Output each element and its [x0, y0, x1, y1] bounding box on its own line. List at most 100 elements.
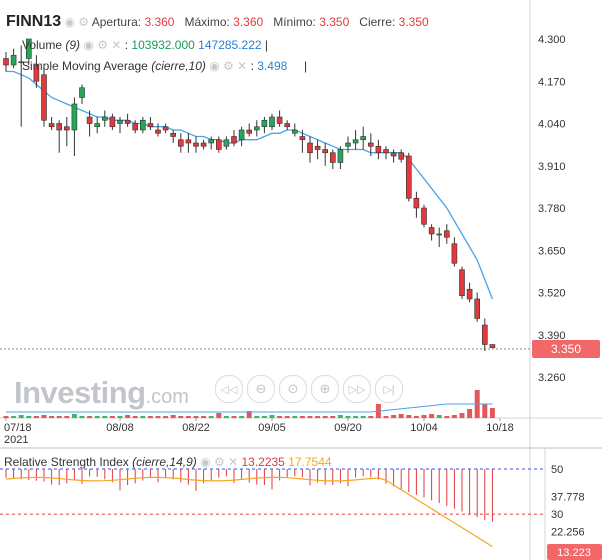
volume-bar: [261, 416, 267, 418]
volume-bar: [56, 416, 62, 418]
symbol-label: FINN13: [6, 13, 62, 30]
open-label: Apertura:: [91, 15, 142, 29]
candle: [86, 110, 93, 137]
volume-bar: [345, 416, 351, 418]
settings-icon[interactable]: ⚙: [223, 59, 234, 73]
candle-body: [147, 123, 154, 128]
visibility-icon[interactable]: ◉: [83, 38, 94, 52]
scroll-end-button[interactable]: ▷|: [375, 375, 403, 403]
candle: [466, 282, 473, 303]
rsi-last-label: 13.223: [557, 547, 591, 559]
price-tick-label: 3.520: [538, 288, 566, 300]
volume-bar: [391, 415, 397, 418]
rsi-legend[interactable]: Relative Strength Index (cierre,14,9) ◉ …: [4, 455, 332, 469]
candle: [413, 191, 420, 218]
volume-bar: [33, 416, 39, 418]
candle: [102, 110, 108, 127]
candle: [428, 224, 435, 241]
volume-legend[interactable]: Volume (9) ◉ ⚙ ✕ : 103932.000 147285.222…: [22, 38, 269, 52]
candle-body: [443, 230, 450, 238]
date-tick-label: 08/22: [182, 422, 210, 434]
last-price-label: 3.350: [551, 342, 581, 356]
close-icon[interactable]: ✕: [237, 59, 248, 73]
watermark-brand: Investing: [14, 375, 146, 410]
candle: [216, 136, 222, 153]
candle: [367, 133, 374, 156]
scroll-right-button[interactable]: ▷▷: [343, 375, 371, 403]
close-value: 3.350: [398, 15, 429, 29]
last-price-tag: [532, 340, 600, 358]
visibility-icon[interactable]: ◉: [200, 455, 211, 469]
volume-bar: [322, 416, 328, 418]
volume-ma-value: 147285.222: [198, 38, 262, 52]
settings-icon[interactable]: ⚙: [213, 455, 225, 469]
candle: [56, 120, 63, 153]
candle-body: [238, 129, 245, 141]
price-tick-label: 4.170: [538, 76, 566, 88]
sma-legend[interactable]: Simple Moving Average (cierre,10) ◉ ⚙ ✕ …: [22, 59, 308, 73]
candle-body: [208, 139, 214, 144]
volume-bar: [155, 416, 161, 418]
candle: [254, 120, 260, 137]
candle-body: [3, 58, 9, 66]
sma-name: Simple Moving Average: [22, 59, 148, 73]
rsi-name: Relative Strength Index: [4, 455, 129, 469]
close-icon[interactable]: ✕: [111, 38, 122, 52]
candle: [329, 149, 336, 169]
candle: [208, 136, 214, 150]
price-axis: 4.300 4.170 4.040 3.910 3.780 3.650 3.520 3.390…: [532, 34, 600, 384]
year-label: 2021: [4, 434, 28, 446]
candle: [94, 117, 100, 134]
candle-body: [269, 116, 275, 128]
candle-body: [132, 123, 138, 131]
volume-bar: [239, 416, 245, 418]
volume-bar: [216, 413, 222, 418]
candle-body: [56, 123, 63, 131]
sma-separator: |: [303, 59, 308, 73]
visibility-icon[interactable]: ◉: [64, 15, 75, 29]
candle-body: [71, 103, 78, 131]
volume-bar: [292, 416, 298, 418]
candle: [25, 38, 32, 65]
volume-value: 103932.000: [131, 38, 195, 52]
volume-bar: [406, 415, 412, 418]
candle-body: [18, 61, 25, 64]
close-icon[interactable]: ✕: [228, 455, 239, 469]
volume-bars: [3, 390, 495, 418]
candle: [284, 120, 291, 130]
rsi-last-tag: [547, 544, 602, 560]
reset-zoom-button[interactable]: ⊙: [279, 375, 307, 403]
volume-bar: [315, 416, 321, 418]
zoom-in-button[interactable]: ⊕: [311, 375, 339, 403]
rsi-panel: 50 37.778 30 22.256 13.223: [0, 464, 602, 560]
volume-bar: [3, 416, 9, 418]
chart-toolbar: ◁◁ ⊖ ⊙ ⊕ ▷▷ ▷|: [215, 375, 405, 403]
volume-bar: [277, 416, 283, 418]
candle-body: [481, 324, 488, 345]
scroll-left-button[interactable]: ◁◁: [215, 375, 243, 403]
candle-body: [360, 136, 367, 141]
volume-bar: [208, 416, 214, 418]
candle: [124, 113, 131, 127]
candle: [178, 133, 184, 153]
candle-body: [33, 64, 40, 82]
settings-icon[interactable]: ⚙: [97, 38, 108, 52]
candle: [322, 143, 329, 166]
volume-bar: [482, 404, 488, 418]
candle: [71, 97, 78, 156]
volume-bar: [117, 416, 123, 418]
zoom-out-button[interactable]: ⊖: [247, 375, 275, 403]
candle: [307, 136, 313, 163]
candle-body: [299, 136, 306, 141]
volume-bar: [163, 416, 169, 418]
candle-body: [193, 142, 199, 147]
candle: [79, 84, 85, 104]
candle-body: [231, 136, 237, 144]
date-tick-label: 09/20: [334, 422, 362, 434]
sma-param: (cierre,10): [151, 59, 206, 73]
settings-icon[interactable]: ⚙: [78, 15, 90, 29]
high-value: 3.360: [233, 15, 264, 29]
candle-body: [421, 207, 427, 225]
visibility-icon[interactable]: ◉: [209, 59, 220, 73]
